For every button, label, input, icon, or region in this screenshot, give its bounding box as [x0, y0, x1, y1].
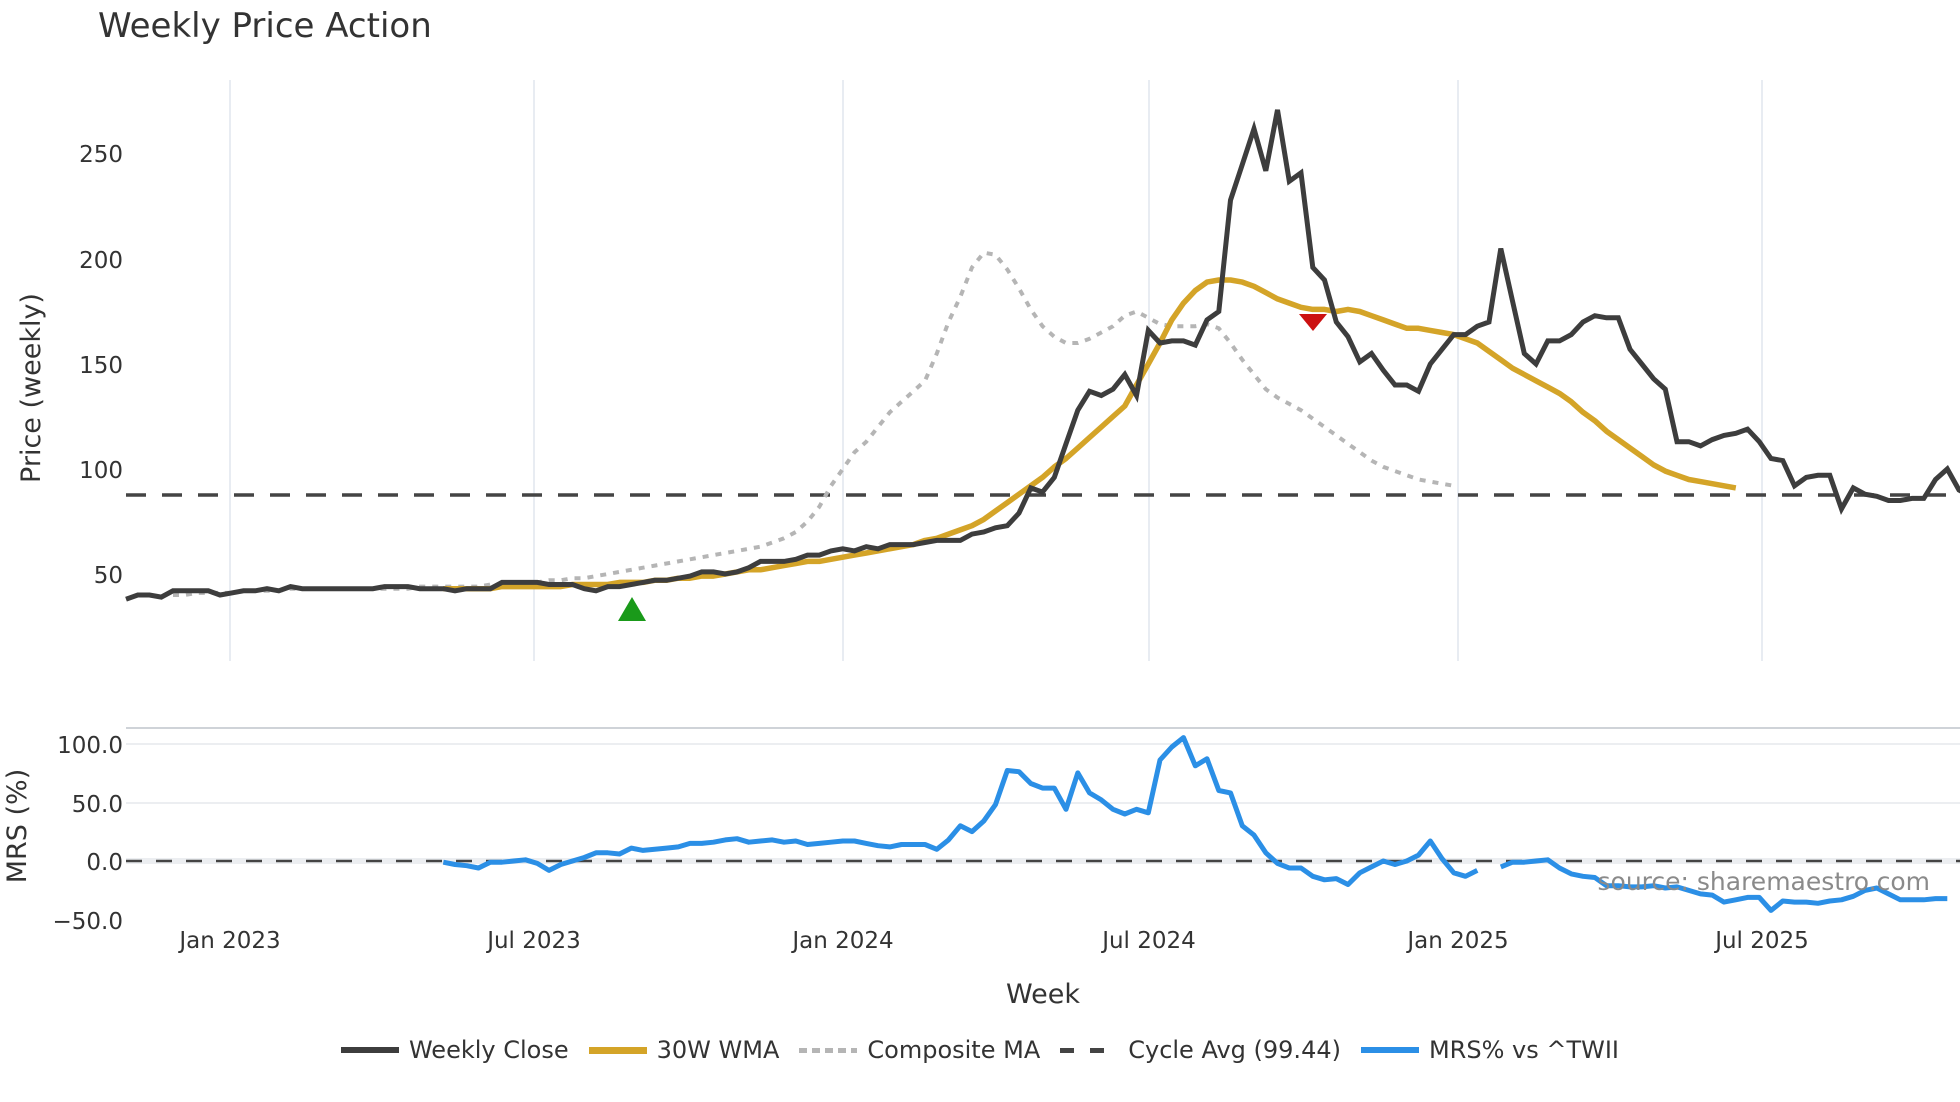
- mrs-y-axis: 100.0 50.0 0.0 −50.0 MRS (%): [2, 733, 123, 935]
- price-tick-50: 50: [94, 563, 123, 589]
- legend-item-weekly-close[interactable]: Weekly Close: [340, 1036, 569, 1064]
- weekly-close-line: [125, 109, 1960, 602]
- legend-item-wma30[interactable]: 30W WMA: [588, 1036, 780, 1064]
- mrs-line: [442, 735, 1948, 913]
- x-axis-title: Week: [1006, 979, 1080, 1010]
- mrs-tick-0: 0.0: [86, 850, 123, 876]
- legend-label: MRS% vs ^TWII: [1428, 1036, 1620, 1064]
- buy-signal-triangle-up-icon: [618, 597, 646, 621]
- x-gridlines: [229, 80, 1763, 661]
- mrs-axis-title: MRS (%): [2, 769, 33, 884]
- legend-item-mrs[interactable]: MRS% vs ^TWII: [1360, 1036, 1620, 1064]
- chart-title: Weekly Price Action: [98, 6, 432, 46]
- sell-signal-triangle-down-icon: [1299, 314, 1327, 331]
- mrs-tick-50: 50.0: [72, 792, 123, 818]
- x-tick-jan-2023: Jan 2023: [177, 928, 280, 954]
- mrs-tick-neg50: −50.0: [53, 909, 123, 935]
- mrs-tick-100: 100.0: [57, 733, 123, 759]
- legend: Weekly Close 30W WMA Composite MA Cycle …: [0, 1036, 1960, 1064]
- price-tick-200: 200: [79, 248, 123, 274]
- x-axis: Jan 2023 Jul 2023 Jan 2024 Jul 2024 Jan …: [177, 928, 1808, 1010]
- legend-label: Cycle Avg (99.44): [1128, 1036, 1341, 1064]
- cycle-avg-swatch-icon: [1060, 1047, 1119, 1053]
- x-tick-jul-2023: Jul 2023: [485, 928, 581, 954]
- composite-ma-line: [173, 250, 1455, 597]
- weekly-close-swatch-icon: [340, 1047, 399, 1053]
- wma30-line: [443, 277, 1737, 592]
- mrs-gridlines: [126, 727, 1960, 864]
- source-annotation: source: sharemaestro.com: [1598, 867, 1931, 896]
- price-tick-150: 150: [79, 353, 123, 379]
- wma30-swatch-icon: [588, 1046, 647, 1054]
- x-tick-jul-2024: Jul 2024: [1100, 928, 1196, 954]
- legend-label: Weekly Close: [408, 1036, 569, 1064]
- legend-label: 30W WMA: [656, 1036, 780, 1064]
- legend-item-composite-ma[interactable]: Composite MA: [799, 1036, 1040, 1064]
- price-tick-250: 250: [79, 142, 123, 168]
- mrs-swatch-icon: [1360, 1047, 1419, 1053]
- legend-item-cycle-avg[interactable]: Cycle Avg (99.44): [1060, 1036, 1341, 1064]
- x-tick-jan-2025: Jan 2025: [1405, 928, 1508, 954]
- legend-label: Composite MA: [867, 1036, 1041, 1064]
- price-y-axis: 250 200 150 100 50 Price (weekly): [16, 142, 123, 589]
- x-tick-jul-2025: Jul 2025: [1713, 928, 1809, 954]
- price-tick-100: 100: [79, 458, 123, 484]
- composite-ma-swatch-icon: [799, 1047, 858, 1053]
- price-axis-title: Price (weekly): [16, 293, 47, 483]
- x-tick-jan-2024: Jan 2024: [790, 928, 893, 954]
